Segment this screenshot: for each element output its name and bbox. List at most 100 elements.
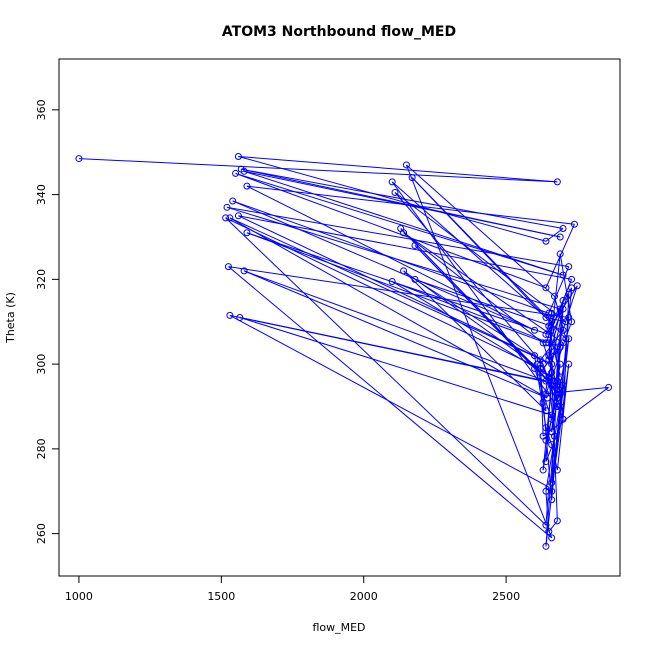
series-line-segment bbox=[246, 185, 575, 225]
series-line-segment bbox=[405, 164, 553, 539]
data-point bbox=[559, 381, 567, 389]
series-line-segment bbox=[243, 170, 564, 276]
data-point bbox=[234, 212, 242, 220]
data-point bbox=[545, 352, 553, 360]
data-point bbox=[531, 326, 539, 334]
series-line-segment bbox=[239, 317, 552, 416]
data-point bbox=[536, 369, 544, 377]
series-line-segment bbox=[545, 228, 564, 242]
series-line-segment bbox=[235, 172, 547, 289]
data-point bbox=[551, 292, 559, 300]
data-point bbox=[222, 214, 230, 222]
y-axis-label: Theta (K) bbox=[4, 292, 17, 344]
series-line-segment bbox=[243, 270, 548, 399]
data-point bbox=[565, 290, 573, 298]
series-line-segment bbox=[403, 270, 547, 412]
data-point bbox=[542, 542, 550, 550]
series-line-segment bbox=[228, 266, 552, 539]
series-line-segment bbox=[243, 270, 547, 382]
data-point bbox=[568, 318, 576, 326]
data-point bbox=[559, 297, 567, 305]
data-point bbox=[559, 271, 567, 279]
data-point bbox=[229, 197, 237, 205]
data-point bbox=[565, 335, 573, 343]
series-line-segment bbox=[392, 281, 561, 348]
data-point bbox=[536, 356, 544, 364]
series-line-segment bbox=[542, 308, 564, 403]
data-point bbox=[240, 167, 248, 175]
data-point bbox=[553, 466, 561, 474]
data-point-group bbox=[75, 152, 613, 550]
data-point bbox=[234, 152, 242, 160]
data-point bbox=[548, 309, 556, 317]
data-point bbox=[223, 203, 231, 211]
series-line-segment bbox=[403, 232, 564, 344]
series-line-segment bbox=[391, 281, 558, 382]
data-point bbox=[553, 402, 561, 410]
data-point bbox=[545, 339, 553, 347]
x-tick-label: 1000 bbox=[65, 590, 93, 603]
series-line-segment bbox=[403, 270, 558, 382]
series-line-segment bbox=[226, 206, 569, 268]
series-line-segment bbox=[391, 181, 547, 318]
data-point bbox=[556, 233, 564, 241]
data-point bbox=[556, 360, 564, 368]
data-point bbox=[408, 174, 416, 182]
data-point bbox=[548, 441, 556, 449]
series-line-segment bbox=[229, 314, 564, 386]
series-line-segment bbox=[391, 181, 558, 407]
series-line-segment bbox=[238, 155, 558, 183]
data-point bbox=[556, 250, 564, 258]
series-line-segment bbox=[78, 158, 558, 183]
series-line-segment bbox=[225, 217, 547, 526]
series-line-segment bbox=[562, 294, 570, 420]
data-point bbox=[553, 386, 561, 394]
series-line-segment bbox=[542, 364, 561, 471]
series-line-segment bbox=[229, 217, 548, 399]
series-line-segment bbox=[232, 200, 535, 331]
series-line-segment bbox=[534, 355, 547, 428]
data-point bbox=[542, 330, 550, 338]
data-point bbox=[243, 229, 251, 237]
series-line-segment bbox=[238, 215, 572, 280]
data-point bbox=[402, 161, 410, 169]
data-point bbox=[548, 534, 556, 542]
y-tick-label: 340 bbox=[35, 184, 48, 205]
data-point bbox=[236, 314, 244, 321]
series-line-segment bbox=[241, 168, 564, 229]
data-point bbox=[548, 381, 556, 389]
data-point bbox=[542, 436, 550, 444]
data-point bbox=[391, 188, 399, 196]
data-point bbox=[542, 424, 550, 432]
data-point bbox=[411, 275, 419, 283]
y-tick-label: 260 bbox=[35, 523, 48, 544]
series-line-segment bbox=[548, 253, 561, 360]
data-point bbox=[551, 432, 559, 440]
data-point bbox=[559, 415, 567, 423]
data-point bbox=[539, 398, 547, 406]
data-point bbox=[542, 314, 550, 321]
data-point bbox=[539, 466, 547, 474]
data-point bbox=[556, 343, 564, 351]
series-line-segment bbox=[548, 520, 558, 532]
data-point bbox=[388, 277, 396, 285]
series-line-segment bbox=[545, 491, 550, 532]
series-line-group bbox=[78, 155, 609, 547]
data-point bbox=[545, 330, 553, 338]
series-line-segment bbox=[235, 172, 564, 276]
series-line-segment bbox=[246, 232, 547, 344]
data-point bbox=[75, 155, 83, 163]
data-point bbox=[570, 220, 578, 228]
data-point bbox=[553, 343, 561, 351]
data-point bbox=[565, 360, 573, 368]
data-point bbox=[548, 479, 556, 487]
x-tick-label: 2500 bbox=[492, 590, 520, 603]
data-point bbox=[240, 267, 248, 275]
series-line-segment bbox=[414, 245, 535, 369]
series-line-segment bbox=[551, 372, 558, 521]
y-tick-label: 300 bbox=[35, 354, 48, 375]
x-tick-label: 2000 bbox=[350, 590, 378, 603]
series-line-segment bbox=[246, 185, 535, 331]
data-point bbox=[545, 356, 553, 364]
